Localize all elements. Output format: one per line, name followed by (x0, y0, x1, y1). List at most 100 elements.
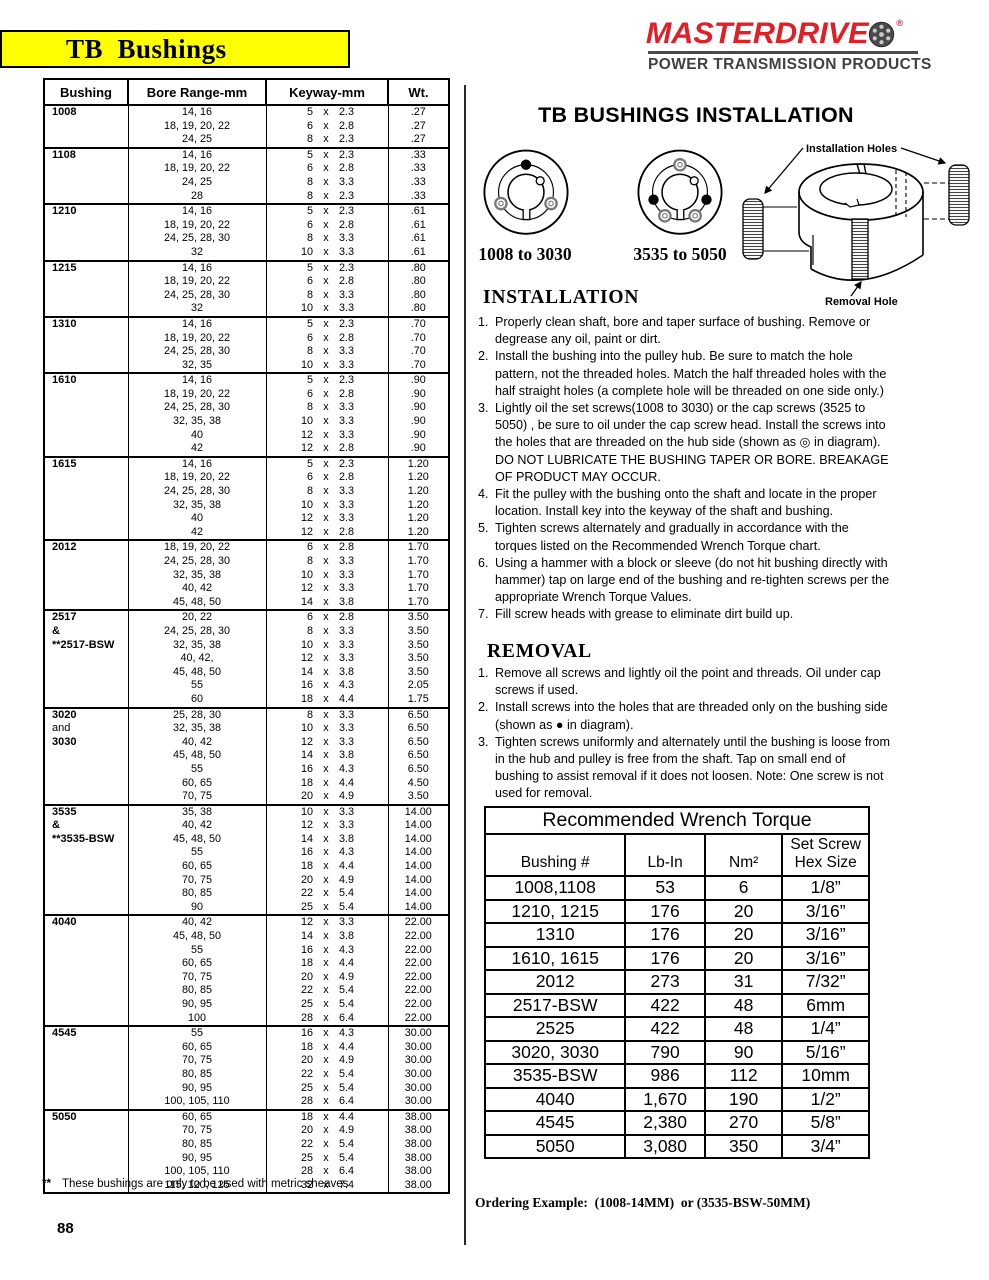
torque-col-header: Set Screw Hex Size (781, 833, 870, 877)
bore-range-cell: 60, 65 (127, 860, 267, 874)
bushing-number-cell: 3535 & **3535-BSW (43, 803, 129, 916)
torque-cell: 1/8” (781, 875, 870, 901)
installation-step: 6. Using a hammer with a block or sleeve … (478, 555, 890, 605)
weight-cell: .61 (387, 203, 450, 219)
keyway-cell: 16 x 4.3 (265, 846, 389, 861)
bore-range-cell: 32 (127, 302, 267, 317)
weight-cell: 14.00 (387, 846, 450, 861)
bushing-number-cell: 5050 (43, 1108, 129, 1194)
bore-range-cell: 14, 16 (127, 372, 267, 388)
bushing-row: 90, 95 25 x 5.4 38.00 (44, 1151, 450, 1166)
bushing-row: 24, 25, 28, 30 8 x 3.3 1.70 (44, 555, 450, 569)
bushing-row: 1008 14, 16 5 x 2.3.27 (43, 104, 450, 148)
keyway-cell: 20 x 4.9 (265, 1054, 389, 1068)
bushing-row: 32, 35, 38 10 x 3.3.90 (44, 415, 450, 429)
torque-row: 4545 2,380 270 5/8” (483, 1110, 870, 1136)
weight-cell: 22.00 (387, 984, 450, 998)
keyway-cell: 6 x 2.8 (265, 387, 389, 402)
registered-mark: ® (896, 18, 903, 28)
keyway-cell: 25 x 5.4 (265, 998, 389, 1012)
torque-cell: 422 (624, 1016, 706, 1042)
keyway-cell: 10 x 3.3 (265, 498, 389, 513)
bore-range-cell: 80, 85 (127, 1067, 267, 1082)
weight-cell: .70 (387, 331, 450, 346)
bore-range-cell: 60, 65 (127, 957, 267, 971)
torque-cell: 6 (703, 875, 784, 901)
bore-range-cell: 32, 35, 38 (127, 415, 267, 429)
weight-cell: 6.50 (387, 706, 450, 723)
bore-range-cell: 100, 105, 110 (127, 1095, 267, 1110)
weight-cell: 6.50 (387, 749, 450, 763)
bushing-row: 60, 65 18 x 4.4 14.00 (44, 860, 450, 874)
weight-cell: .61 (387, 232, 450, 246)
keyway-cell: 22 x 5.4 (265, 1137, 389, 1152)
weight-cell: 3.50 (387, 652, 450, 666)
bushing-row: 45, 48, 50 14 x 3.8 22.00 (44, 930, 450, 944)
bushing-row: 70, 75 20 x 4.9 22.00 (44, 970, 450, 985)
torque-table-title: Recommended Wrench Torque (484, 806, 870, 835)
bushing-row: 1610 14, 16 5 x 2.3.90 (43, 372, 450, 457)
torque-cell: 1610, 1615 (483, 945, 627, 971)
keyway-cell: 6 x 2.8 (265, 471, 389, 486)
bushing-row: 18, 19, 20, 22 6 x 2.8.90 (44, 387, 450, 402)
installation-holes-label: Installation Holes (806, 143, 897, 155)
weight-cell: .33 (387, 162, 450, 176)
torque-cell: 4545 (483, 1110, 627, 1136)
removal-heading: REMOVAL (487, 641, 592, 662)
torque-cell: 112 (703, 1063, 784, 1089)
bore-range-cell: 90, 95 (127, 998, 267, 1012)
keyway-cell: 8 x 3.3 (265, 175, 389, 190)
bushing-row: 24, 25, 28, 30 8 x 3.3.61 (44, 232, 450, 246)
keyway-cell: 8 x 3.3 (265, 345, 389, 359)
keyway-cell: 10 x 3.3 (265, 245, 389, 261)
torque-cell: 2517-BSW (483, 992, 627, 1018)
weight-cell: .90 (387, 387, 450, 402)
torque-cell: 20 (703, 945, 784, 971)
bore-range-cell: 18, 19, 20, 22 (127, 331, 267, 346)
keyway-cell: 10 x 3.3 (265, 722, 389, 736)
keyway-cell: 12 x 3.3 (265, 735, 389, 750)
installation-main-heading: TB BUSHINGS INSTALLATION (538, 103, 854, 127)
weight-cell: 1.20 (387, 455, 450, 472)
keyway-cell: 25 x 5.4 (265, 900, 389, 916)
bore-range-cell: 32 (127, 245, 267, 261)
bore-range-cell: 55 (127, 943, 267, 958)
weight-cell: 6.50 (387, 735, 450, 750)
bore-range-cell: 32, 35, 38 (127, 568, 267, 583)
torque-cell: 3/4” (781, 1133, 870, 1159)
keyway-cell: 22 x 5.4 (265, 887, 389, 901)
weight-cell: 30.00 (387, 1095, 450, 1110)
col-header-bore-range: Bore Range-mm (127, 78, 267, 106)
keyway-cell: 20 x 4.9 (265, 1124, 389, 1138)
torque-cell: 3/16” (781, 898, 870, 924)
bore-range-cell: 90, 95 (127, 1081, 267, 1096)
bushing-row: 55 16 x 4.3 2.05 (44, 679, 450, 693)
weight-cell: 22.00 (387, 957, 450, 971)
weight-cell: 30.00 (387, 1040, 450, 1055)
col-header-bushing: Bushing (43, 78, 129, 106)
bore-range-cell: 42 (127, 525, 267, 541)
bushing-row: 45, 48, 50 14 x 3.8 3.50 (44, 665, 450, 680)
keyway-cell: 28 x 6.4 (265, 1095, 389, 1110)
bushing-row: 1215 14, 16 5 x 2.3.80 (43, 259, 450, 317)
keyway-cell: 10 x 3.3 (265, 358, 389, 374)
weight-cell: 3.50 (387, 790, 450, 805)
bushing-row: 32 10 x 3.3.61 (44, 245, 450, 261)
keyway-cell: 12 x 3.3 (265, 582, 389, 596)
weight-cell: .70 (387, 345, 450, 359)
torque-row: 4040 1,670 190 1/2” (483, 1086, 870, 1112)
weight-cell: 6.50 (387, 722, 450, 736)
keyway-cell: 20 x 4.9 (265, 873, 389, 888)
torque-cell: 422 (624, 992, 706, 1018)
bore-range-cell: 18, 19, 20, 22 (127, 162, 267, 176)
bushing-row: 45, 48, 50 14 x 3.8 6.50 (44, 749, 450, 763)
weight-cell: 22.00 (387, 970, 450, 985)
keyway-cell: 14 x 3.8 (265, 749, 389, 763)
keyway-cell: 6 x 2.8 (265, 119, 389, 134)
bushing-row: 100, 105, 110 28 x 6.4 38.00 (44, 1165, 450, 1179)
bushing-number-cell: 3020 and 3030 (43, 706, 129, 805)
keyway-cell: 25 x 5.4 (265, 1081, 389, 1096)
weight-cell: 38.00 (387, 1178, 450, 1194)
bore-range-cell: 90 (127, 900, 267, 916)
